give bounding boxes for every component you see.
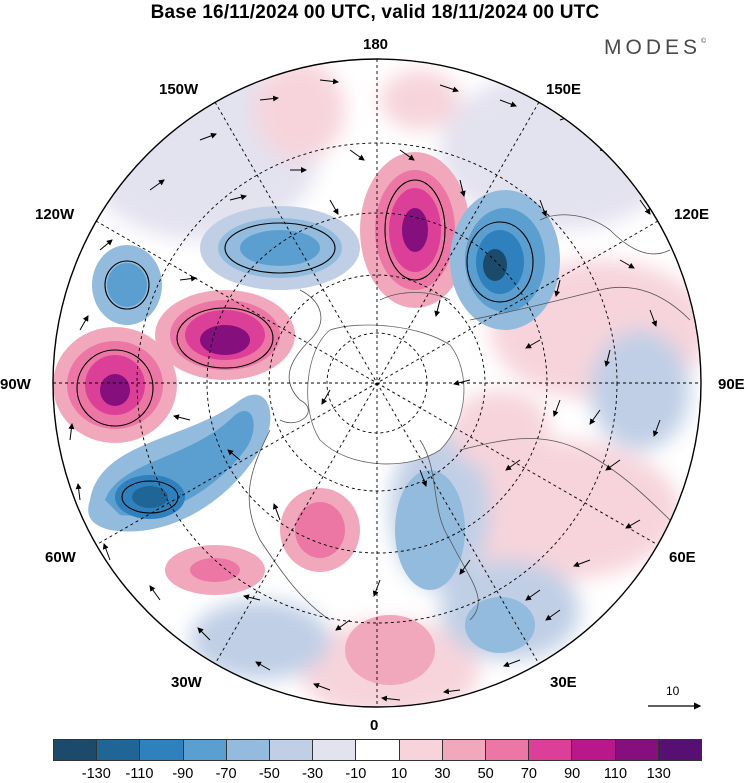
colorbar-tick-label: 110 bbox=[603, 766, 628, 782]
lon-label-0: 0 bbox=[370, 717, 379, 734]
colorbar-segment bbox=[528, 740, 572, 760]
colorbar-segment bbox=[312, 740, 356, 760]
colorbar-segment bbox=[398, 740, 442, 760]
colorbar-tick-label: 30 bbox=[434, 766, 451, 782]
anomaly-cores bbox=[53, 152, 560, 685]
streamlines bbox=[76, 179, 534, 514]
colorbar-segment bbox=[485, 740, 529, 760]
map-title: Base 16/11/2024 00 UTC, valid 18/11/2024… bbox=[150, 2, 600, 23]
lon-label-90e: 90E bbox=[718, 376, 745, 393]
colorbar-segment bbox=[96, 740, 140, 760]
lon-label-120w: 120W bbox=[35, 206, 75, 223]
coastlines bbox=[248, 214, 691, 621]
graticule bbox=[53, 59, 701, 707]
lon-label-90w: 90W bbox=[0, 376, 31, 393]
colorbar-tick-label: 70 bbox=[520, 766, 537, 782]
colorbar-segment bbox=[355, 740, 399, 760]
colorbar-tick-label: 10 bbox=[391, 766, 408, 782]
lon-label-150w: 150W bbox=[159, 81, 199, 98]
colorbar-segment bbox=[54, 740, 97, 760]
colorbar-segment bbox=[182, 740, 226, 760]
brand-logo: MODES© bbox=[604, 36, 707, 59]
colorbar-segment bbox=[614, 740, 658, 760]
lon-label-30w: 30W bbox=[171, 674, 202, 691]
reference-vector-label: 10 bbox=[666, 684, 680, 698]
colorbar-tick-label: -50 bbox=[258, 766, 280, 782]
colorbar-ticks: -130 -110 -90 -70 -50 -30 -10 10 30 50 70 90 110 130 bbox=[0, 766, 750, 783]
colorbar-tick-label: -10 bbox=[345, 766, 367, 782]
colorbar-tick-label: -90 bbox=[172, 766, 194, 782]
colorbar-tick-label: -70 bbox=[215, 766, 237, 782]
lon-label-150e: 150E bbox=[546, 81, 582, 98]
lon-label-30e: 30E bbox=[550, 674, 577, 691]
lon-label-60e: 60E bbox=[669, 549, 696, 566]
colorbar-segment bbox=[269, 740, 313, 760]
colorbar-tick-label: -30 bbox=[302, 766, 324, 782]
colorbar-segment bbox=[139, 740, 183, 760]
colorbar-tick-label: 50 bbox=[477, 766, 494, 782]
colorbar-segment bbox=[571, 740, 615, 760]
lon-label-120e: 120E bbox=[674, 206, 710, 223]
colorbar-tick-label: 130 bbox=[646, 766, 671, 782]
lon-label-60w: 60W bbox=[45, 549, 76, 566]
colorbar bbox=[53, 739, 702, 761]
colorbar-segment bbox=[657, 740, 702, 760]
colorbar-segment bbox=[225, 740, 270, 760]
colorbar-segment bbox=[441, 740, 486, 760]
lon-label-180: 180 bbox=[363, 36, 389, 53]
map-boundary bbox=[52, 58, 702, 708]
wind-vectors bbox=[68, 78, 661, 702]
colorbar-tick-label: -130 bbox=[81, 766, 111, 782]
colorbar-tick-label: -110 bbox=[125, 766, 154, 782]
colorbar-tick-label: 90 bbox=[564, 766, 581, 782]
